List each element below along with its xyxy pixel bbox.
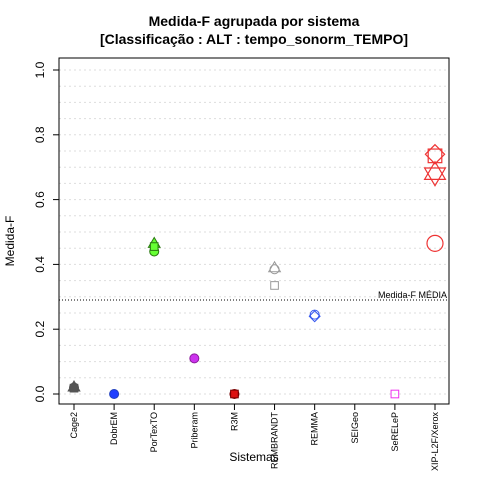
data-point-square: [270, 281, 279, 290]
data-point-triangle-down: [423, 167, 447, 187]
y-axis-label: Medida-F: [3, 216, 17, 267]
data-point-circle: [426, 234, 444, 252]
x-tick-label: DobrEM: [109, 412, 119, 445]
y-tick-label: 0.2: [33, 321, 47, 338]
y-tick-label: 0.8: [33, 126, 47, 143]
data-point-square: [149, 242, 159, 251]
data-point-triangle: [423, 160, 447, 180]
x-tick-label: R3M: [229, 412, 239, 431]
data-point-square: [427, 148, 443, 164]
x-tick-label: PorTexTO: [149, 412, 159, 452]
x-tick-label: REMMA: [310, 412, 320, 446]
y-axis: 0.0 0.2 0.4 0.6 0.8 1.0: [33, 61, 59, 402]
reference-line-label: Medida-F MÉDIA: [378, 290, 447, 300]
reference-line-group: Medida-F MÉDIA: [59, 290, 449, 301]
x-axis-categories: Cage2 DobrEM PorTexTO Priberam R3M REMBRANDT R…: [69, 404, 440, 471]
x-tick-label: XIP-L2F/Xerox: [430, 412, 440, 472]
data-point-square: [230, 389, 239, 399]
x-tick-label: REMBRANDT: [270, 412, 280, 470]
data-point-diamond: [424, 143, 446, 165]
x-axis-label: Sistemas: [229, 450, 278, 464]
grid-lines: [59, 69, 449, 395]
data-point-circle: [189, 353, 200, 364]
data-point-circle: [309, 309, 320, 320]
x-tick-label: SeRELeP: [390, 412, 400, 452]
chart-subtitle: [Classificação : ALT : tempo_sonorm_TEMP…: [100, 31, 408, 47]
data-point-square: [390, 389, 400, 399]
y-tick-label: 0.6: [33, 191, 47, 208]
data-point-diamond: [308, 310, 321, 323]
data-point-square: [69, 383, 79, 393]
data-point-triangle: [267, 260, 282, 273]
y-tick-label: 1.0: [33, 61, 47, 78]
data-point-circle: [269, 264, 280, 275]
data-point-circle: [109, 389, 120, 399]
chart-title: Medida-F agrupada por sistema: [149, 13, 360, 29]
x-tick-label: Cage2: [69, 412, 79, 439]
x-tick-label: SEIGeo: [350, 412, 360, 444]
y-tick-label: 0.0: [33, 385, 47, 402]
plot-frame: [58, 57, 450, 405]
data-points: [67, 143, 447, 399]
x-tick-label: Priberam: [189, 412, 199, 449]
y-tick-label: 0.4: [33, 256, 47, 273]
